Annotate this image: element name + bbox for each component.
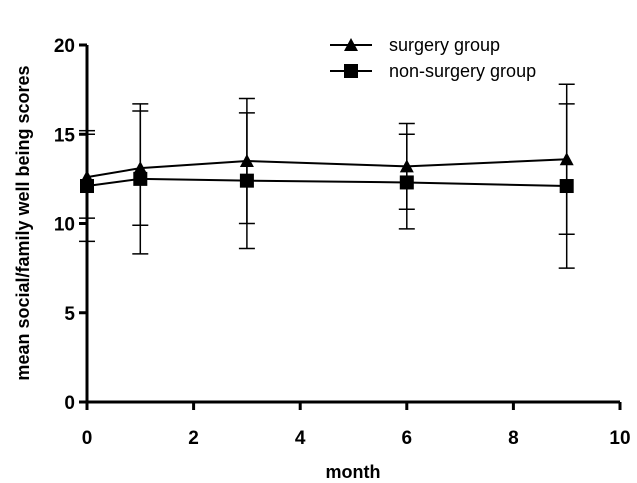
y-tick-label: 0	[64, 393, 75, 414]
legend: surgery group non-surgery group	[330, 35, 536, 81]
series-1	[79, 97, 575, 269]
y-tick-label: 15	[54, 125, 76, 146]
legend-marker	[344, 38, 358, 51]
x-tick-label: 8	[508, 428, 519, 449]
data-point	[559, 179, 574, 194]
series-0	[79, 83, 575, 235]
legend-item-1: non-surgery group	[330, 61, 536, 81]
legend-label: surgery group	[389, 35, 500, 55]
y-tick-label: 5	[64, 304, 75, 325]
legend-item-0: surgery group	[330, 35, 500, 55]
data-point	[80, 179, 94, 194]
data-point	[133, 171, 148, 186]
legend-label: non-surgery group	[389, 61, 536, 81]
y-tick-label: 10	[54, 215, 75, 236]
data-point	[399, 175, 414, 190]
x-tick-label: 2	[188, 428, 199, 449]
x-tick-label: 6	[402, 428, 413, 449]
data-point	[239, 173, 254, 188]
series-layer	[79, 83, 575, 269]
legend-marker	[344, 64, 358, 78]
x-tick-label: 0	[82, 428, 93, 449]
x-tick-label: 10	[609, 428, 630, 449]
x-axis-title: month	[326, 462, 381, 482]
y-axis-title: mean social/family well being scores	[13, 65, 33, 380]
y-ticks: 0 5 10 15 20	[54, 36, 87, 414]
y-tick-label: 20	[54, 36, 75, 57]
series-line	[86, 158, 567, 179]
x-tick-label: 4	[295, 428, 306, 449]
x-ticks: 0 2 4 6 8 10	[82, 402, 631, 449]
series-line	[86, 177, 567, 188]
